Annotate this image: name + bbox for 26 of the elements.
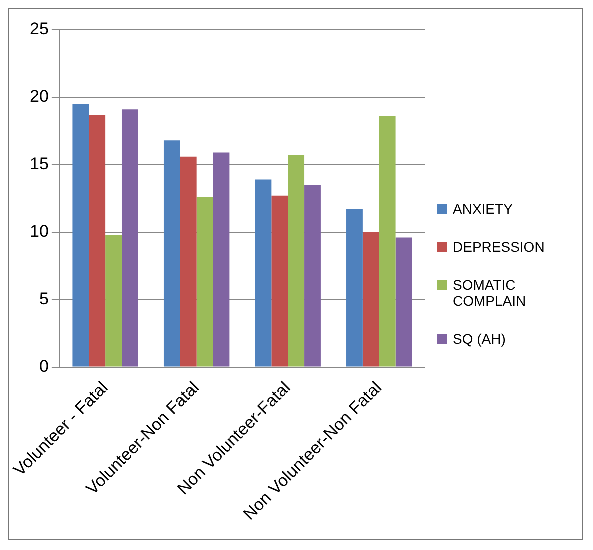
legend-label: SOMATIC COMPLAIN xyxy=(453,277,528,309)
legend-label: DEPRESSION xyxy=(453,239,546,255)
bar xyxy=(304,185,321,367)
y-tick-label: 20 xyxy=(30,87,49,106)
bar xyxy=(396,238,412,367)
bar xyxy=(272,196,288,367)
bar xyxy=(213,152,230,367)
y-tick-label: 25 xyxy=(30,20,49,39)
bar xyxy=(89,114,106,367)
bar xyxy=(106,235,122,367)
bar xyxy=(288,155,305,367)
bar xyxy=(362,232,380,367)
y-tick-label: 5 xyxy=(39,290,49,309)
bar xyxy=(122,110,138,367)
bar xyxy=(196,197,214,367)
bar xyxy=(72,104,90,367)
bar xyxy=(164,140,180,367)
legend-label: SQ (AH) xyxy=(453,331,507,347)
y-tick-label: 10 xyxy=(30,222,49,242)
legend-label: ANXIETY xyxy=(453,201,514,217)
bar xyxy=(346,209,363,367)
bar xyxy=(255,180,272,367)
bar xyxy=(180,156,197,367)
y-tick-label: 0 xyxy=(39,356,49,376)
y-tick-label: 15 xyxy=(30,154,49,174)
bar xyxy=(379,116,396,367)
